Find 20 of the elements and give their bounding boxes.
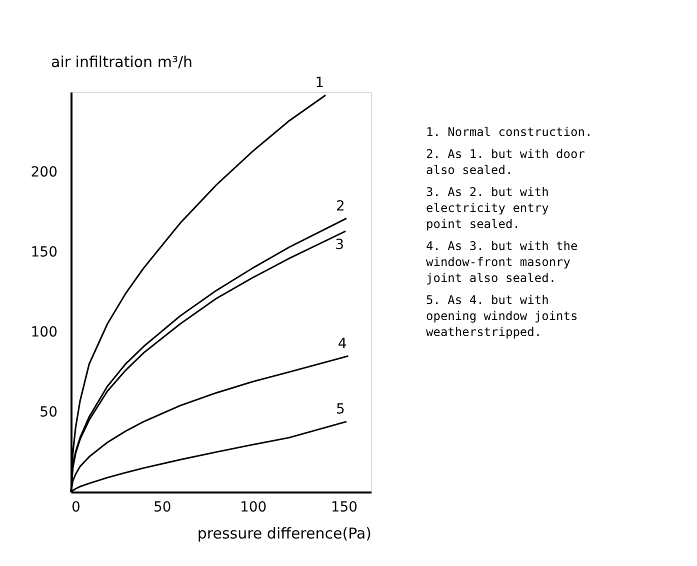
text: 4. As 3. but with the window-front masonry joint also sealed. xyxy=(426,239,578,285)
x-tick-label: 0 xyxy=(72,500,80,516)
series-label: 4 xyxy=(338,336,347,352)
text: 1. Normal construction. xyxy=(426,125,592,139)
y-tick-label: 150 xyxy=(30,244,58,260)
series-label: 1 xyxy=(315,75,324,92)
y-tick-label: 100 xyxy=(30,324,58,340)
x-axis-title: pressure difference(Pa) xyxy=(197,524,372,542)
series-label: 5 xyxy=(336,402,345,418)
text: 5. As 4. but with opening window joints weatherstripped. xyxy=(426,293,578,339)
y-axis-title: air infiltration m³/h xyxy=(51,53,193,71)
series-label: 2 xyxy=(336,198,345,214)
x-tick-label: 150 xyxy=(330,500,358,516)
x-tick-label: 100 xyxy=(240,500,267,516)
series-label: 3 xyxy=(335,237,344,254)
x-tick-label: 50 xyxy=(153,500,172,516)
text: 2. As 1. but with door also sealed. xyxy=(426,147,585,177)
y-tick-label: 200 xyxy=(30,164,58,180)
text: 3. As 2. but with electricity entry point sealed. xyxy=(426,185,549,231)
y-tick-label: 50 xyxy=(40,404,58,420)
